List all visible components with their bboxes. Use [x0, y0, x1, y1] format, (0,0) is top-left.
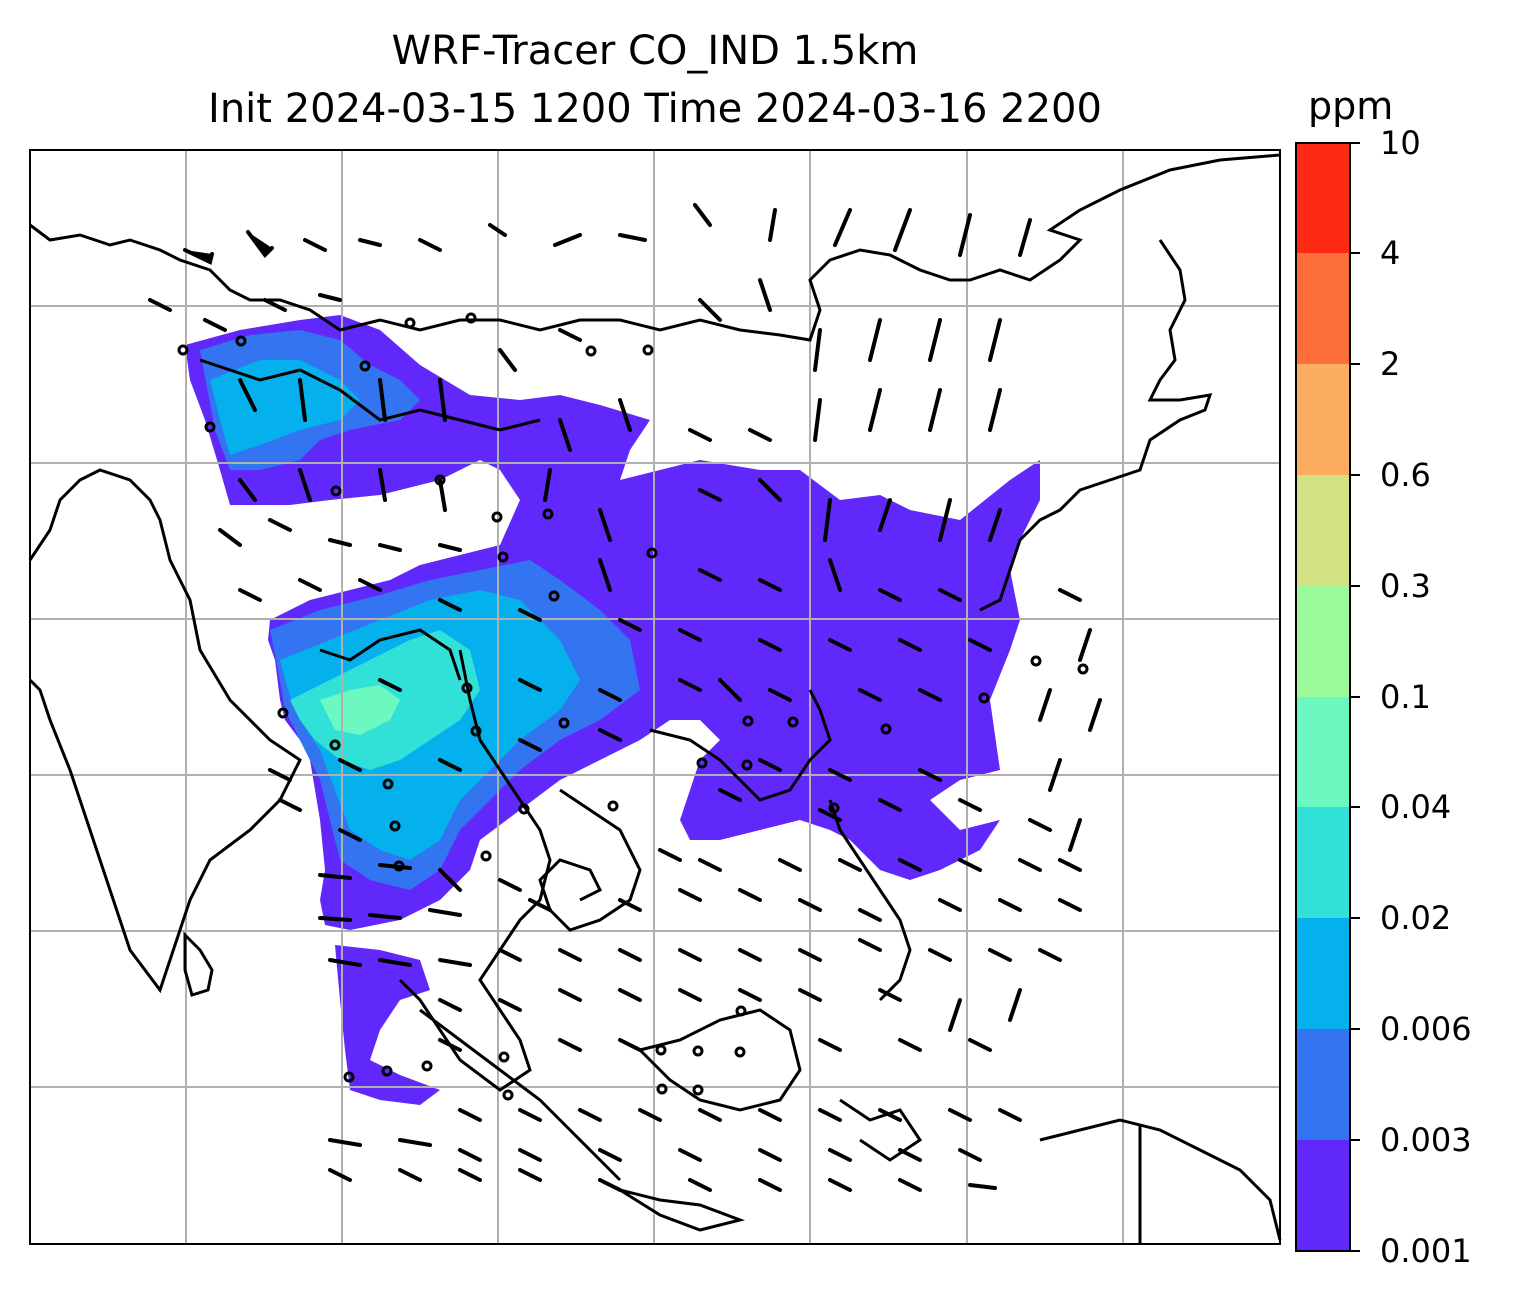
colorbar-tick-label: 0.1 [1380, 678, 1431, 716]
colorbar-tick-label: 10 [1380, 124, 1421, 162]
chart-subtitle: Init 2024-03-15 1200 Time 2024-03-16 220… [208, 86, 1102, 132]
coastline-java [619, 1188, 746, 1232]
wind-barbs [148, 203, 1102, 1192]
colorbar-tick-label: 0.006 [1380, 1010, 1472, 1048]
colorbar-tick-label: 0.003 [1380, 1121, 1472, 1159]
coastline-newguinea [1039, 1118, 1282, 1241]
colorbar-band-6 [1296, 475, 1350, 586]
border-inner-1 [199, 358, 541, 432]
coastline-borneo [637, 1008, 802, 1112]
colorbar-band-2 [1296, 918, 1350, 1029]
coastline-vietnam [649, 689, 832, 802]
colorbar-band-3 [1296, 807, 1350, 918]
colorbar-band-4 [1296, 697, 1350, 807]
tracer-region-blue [210, 360, 580, 860]
colorbar-tick-label: 0.02 [1380, 899, 1452, 937]
colorbar-band-8 [1296, 253, 1350, 364]
coastline-north [29, 153, 1281, 342]
coastline-gulf [538, 788, 642, 932]
colorbar-band-9 [1296, 143, 1350, 253]
coastline-india [28, 468, 302, 994]
colorbar-tick-label: 2 [1380, 345, 1401, 383]
coastline-srilanka [183, 931, 214, 997]
coastline-sulawesi [839, 1098, 923, 1162]
colorbar-unit-label: ppm [1308, 84, 1394, 128]
coastline-china-east [979, 239, 1213, 612]
colorbar-tick-label: 0.001 [1380, 1232, 1472, 1270]
tracer-field [185, 315, 1040, 1105]
colorbar-tick-label: 0.04 [1380, 788, 1452, 826]
colorbar-band-1 [1296, 1029, 1350, 1140]
coastline-sumatra [419, 1008, 622, 1182]
chart-title: WRF-Tracer CO_IND 1.5km [391, 28, 919, 74]
coastline-philippines [828, 799, 912, 1002]
colorbar-band-0 [1296, 1140, 1350, 1251]
tracer-region-green [320, 685, 400, 735]
tracer-region-low-south [335, 945, 440, 1105]
colorbar-tick-label: 0.6 [1380, 456, 1431, 494]
calm-circles [177, 312, 1089, 1101]
map-gridlines [30, 150, 1280, 1244]
colorbar-band-7 [1296, 364, 1350, 475]
colorbar-band-5 [1296, 586, 1350, 697]
colorbar-tick-label: 0.3 [1380, 567, 1431, 605]
border-inner-2 [319, 628, 462, 681]
colorbar-tick-label: 4 [1380, 234, 1401, 272]
colorbar [1295, 142, 1360, 1252]
map-frame [29, 149, 1281, 1245]
